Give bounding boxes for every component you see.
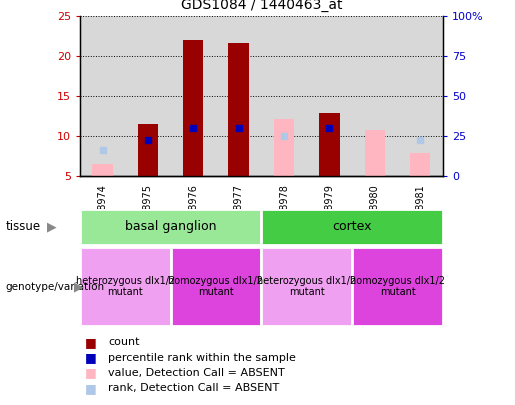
Bar xyxy=(138,124,158,176)
Text: homozygous dlx1/2
mutant: homozygous dlx1/2 mutant xyxy=(168,276,264,297)
Bar xyxy=(352,247,443,326)
Text: heterozygous dlx1/2
mutant: heterozygous dlx1/2 mutant xyxy=(257,276,356,297)
Text: ■: ■ xyxy=(85,367,97,379)
Bar xyxy=(410,153,431,176)
Bar xyxy=(261,247,352,326)
Text: rank, Detection Call = ABSENT: rank, Detection Call = ABSENT xyxy=(108,384,280,393)
Text: ■: ■ xyxy=(85,382,97,395)
Text: genotype/variation: genotype/variation xyxy=(5,281,104,292)
Text: count: count xyxy=(108,337,140,347)
Bar xyxy=(170,247,261,326)
Bar xyxy=(92,164,113,176)
Text: ■: ■ xyxy=(85,351,97,364)
Text: ▶: ▶ xyxy=(74,280,83,293)
Text: value, Detection Call = ABSENT: value, Detection Call = ABSENT xyxy=(108,368,285,378)
Bar xyxy=(365,130,385,176)
Bar xyxy=(229,43,249,176)
Text: heterozygous dlx1/2
mutant: heterozygous dlx1/2 mutant xyxy=(76,276,175,297)
Text: basal ganglion: basal ganglion xyxy=(125,220,216,233)
Bar xyxy=(183,40,203,176)
Text: ▶: ▶ xyxy=(47,220,57,233)
Text: homozygous dlx1/2
mutant: homozygous dlx1/2 mutant xyxy=(350,276,445,297)
Text: percentile rank within the sample: percentile rank within the sample xyxy=(108,353,296,362)
Bar xyxy=(319,113,340,176)
Title: GDS1084 / 1440463_at: GDS1084 / 1440463_at xyxy=(181,0,342,13)
Text: cortex: cortex xyxy=(332,220,372,233)
Bar xyxy=(80,209,261,245)
Bar xyxy=(80,247,170,326)
Bar xyxy=(274,119,294,176)
Text: ■: ■ xyxy=(85,336,97,349)
Bar xyxy=(261,209,443,245)
Text: tissue: tissue xyxy=(5,220,40,233)
